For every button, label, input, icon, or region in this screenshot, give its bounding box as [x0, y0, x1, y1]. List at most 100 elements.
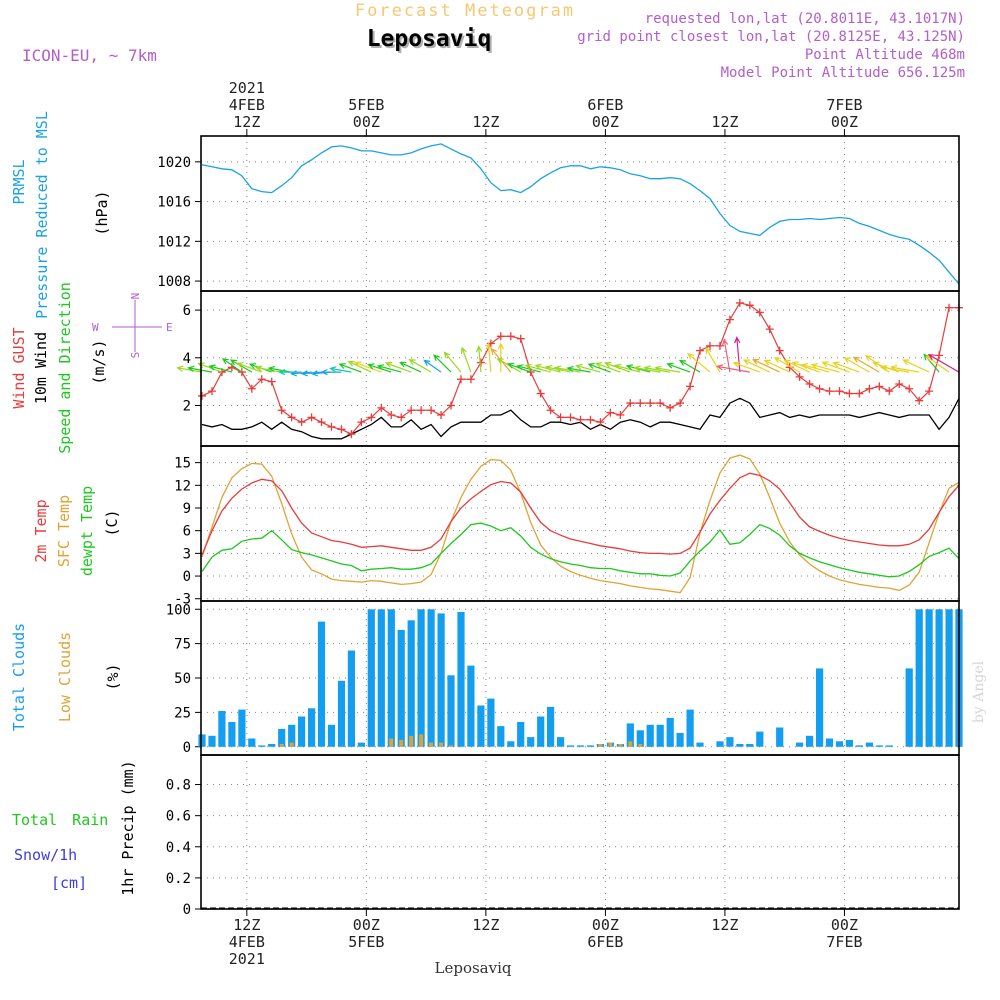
precip-ytick-label: 0.8 [166, 778, 191, 794]
total-cloud-bar [816, 668, 824, 747]
gust-marker [725, 315, 734, 324]
pressure-ytick-label: 1012 [157, 234, 191, 250]
gust-marker [865, 384, 874, 393]
total-cloud-bar [915, 609, 923, 747]
wind-arrow [408, 359, 432, 373]
bottom-time-label: 2021 [229, 950, 265, 968]
gust-marker [616, 411, 625, 419]
header: Forecast Meteogram Leposaviq Leposaviq I… [22, 1, 965, 81]
clouds-ytick-label: 50 [174, 671, 191, 687]
clouds-ytick-label: 0 [183, 740, 191, 756]
dewpt-line [201, 522, 960, 578]
model-altitude: Model Point Altitude 656.125m [721, 65, 965, 81]
bottom-time-label: 4FEB [229, 933, 265, 951]
total-cloud-bar [646, 724, 654, 747]
low-cloud-bar [439, 742, 443, 747]
top-time-label: 12Z [711, 113, 738, 131]
wind-arrow [367, 363, 392, 373]
compass-north: N [129, 293, 142, 300]
wind-arrow [236, 362, 263, 373]
wind-unit: (m/s) [90, 339, 108, 384]
compass-east: E [166, 321, 173, 334]
wind-arrow [902, 359, 930, 373]
gust-marker [646, 399, 655, 408]
wind-arrow [791, 361, 820, 373]
gust-marker [596, 418, 605, 427]
wind-arrow [553, 365, 581, 373]
wind-arrow [575, 363, 601, 373]
gust-marker [337, 425, 346, 434]
gust-marker [407, 406, 416, 415]
gust-marker [925, 387, 934, 396]
wind-arrow [384, 361, 412, 373]
top-time-label: 2021 [229, 79, 265, 97]
total-cloud-bar [746, 744, 754, 747]
gust-marker [905, 384, 914, 393]
top-time-label: 7FEB [826, 96, 862, 114]
precip-ytick-label: 0.2 [166, 871, 191, 887]
gust-marker [795, 372, 804, 381]
total-clouds-label: Total Clouds [10, 623, 28, 731]
clouds-unit: (%) [104, 663, 122, 690]
total-cloud-bar [855, 745, 863, 747]
pressure-frame [200, 135, 960, 292]
pressure-label-msl: Pressure Reduced to MSL [33, 111, 51, 319]
temp-unit: (C) [103, 509, 121, 536]
wind-arrow [485, 342, 492, 373]
gust-marker [885, 387, 894, 396]
gust-marker [506, 332, 515, 341]
gust-marker [377, 403, 386, 412]
low-cloud-bar [399, 739, 404, 747]
total-cloud-bar [865, 742, 873, 747]
gust-marker [257, 375, 266, 384]
total-cloud-bar [576, 745, 585, 747]
total-cloud-bar [327, 724, 336, 747]
total-cloud-bar [228, 722, 236, 747]
pressure-label-prmsl: PRMSL [10, 159, 28, 204]
wind-arrow [889, 364, 920, 373]
gust-marker [656, 399, 665, 408]
gust-marker [516, 334, 525, 343]
wind-arrow [221, 358, 243, 373]
total-cloud-bar [557, 737, 565, 747]
wind-arrow [329, 366, 352, 373]
total-cloud-bar [835, 741, 844, 747]
precip-unit: 1hr Precip (mm) [119, 760, 137, 895]
gust-marker [207, 387, 216, 396]
snow-unit-label: [cm] [51, 874, 87, 892]
gust-marker [456, 375, 465, 384]
temp-ytick-label: 0 [183, 569, 191, 585]
wind-arrow [732, 361, 761, 373]
bottom-time-label: 5FEB [348, 933, 384, 951]
bottom-time-label: 12Z [711, 916, 738, 934]
total-cloud-bar [397, 629, 405, 747]
wind-arrow [310, 370, 332, 377]
gust-marker [496, 332, 505, 341]
wind-arrow [821, 361, 850, 373]
total-cloud-bar [337, 680, 346, 747]
total-cloud-bar [248, 738, 256, 747]
wind-arrow [347, 360, 372, 373]
top-time-label: 12Z [233, 113, 260, 131]
total-cloud-bar [437, 613, 445, 747]
total-cloud-bar [367, 609, 375, 747]
precip-ytick-label: 0.4 [166, 840, 191, 856]
low-cloud-bar [598, 744, 603, 747]
wind-arrow [278, 368, 302, 376]
wind-direction-label: Speed and Direction [56, 282, 74, 454]
total-cloud-bar [387, 609, 395, 747]
total-cloud-bar [288, 724, 296, 747]
gust-marker [676, 399, 685, 408]
wind-arrow [460, 346, 472, 373]
gust-marker [437, 411, 446, 419]
total-cloud-bar [517, 722, 525, 747]
gust-marker [855, 389, 864, 398]
wind-arrow [705, 347, 721, 373]
clouds-ytick-label: 25 [174, 705, 191, 721]
wind-arrow [354, 361, 382, 373]
total-cloud-bar [317, 621, 326, 747]
top-time-label: 00Z [592, 113, 619, 131]
top-time-label: 5FEB [348, 96, 384, 114]
wind-arrow [751, 359, 780, 373]
